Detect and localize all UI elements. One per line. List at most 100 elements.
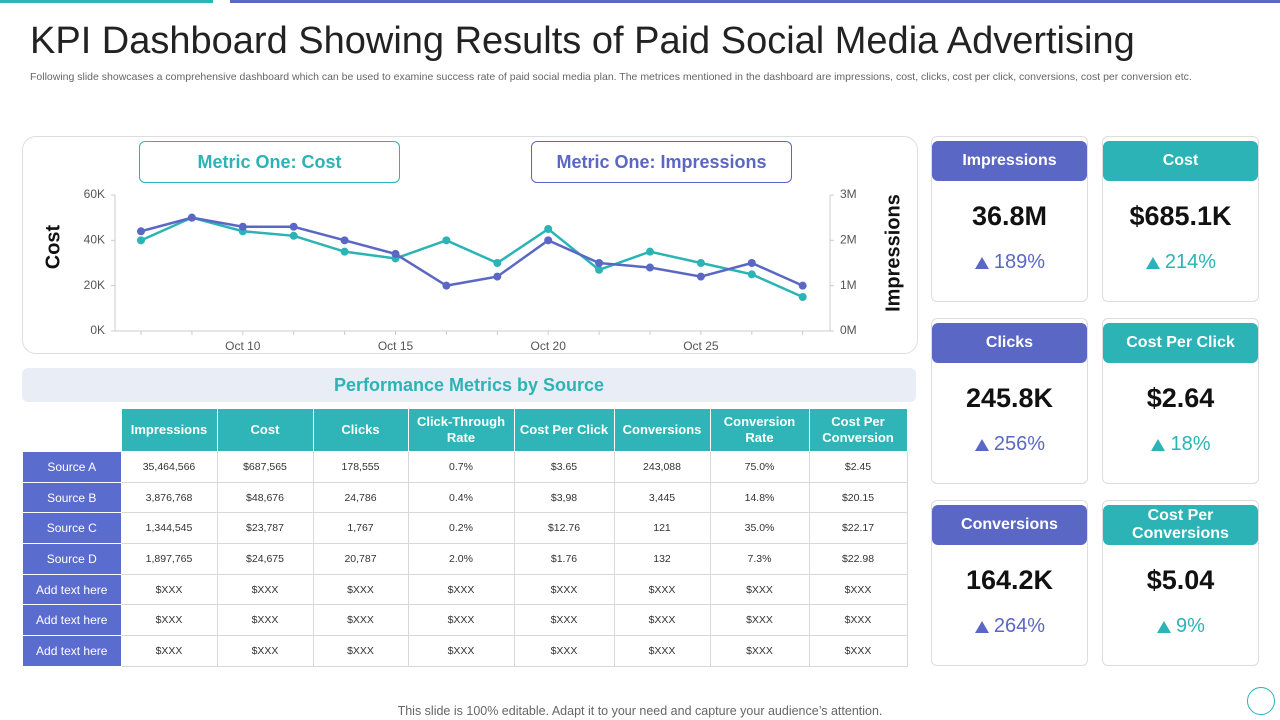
y-tick-label: 20K	[84, 278, 105, 292]
table-cell: $XXX	[709, 604, 810, 637]
table-cell: 2.0%	[407, 543, 515, 575]
y-tick-label: 40K	[84, 233, 105, 247]
table-cell: $XXX	[709, 635, 810, 667]
top-bar	[0, 0, 213, 3]
table-cell: 178,555	[312, 451, 409, 483]
kpi-card: Impressions 36.8M 189%	[931, 136, 1088, 302]
legend-item: Metric One: Impressions	[531, 141, 792, 183]
data-point	[646, 247, 654, 256]
table-cell: $XXX	[407, 604, 515, 637]
table-cell: $XXX	[120, 604, 218, 637]
data-point	[442, 281, 451, 290]
data-point	[493, 259, 502, 267]
kpi-value: 36.8M	[971, 201, 1048, 231]
up-arrow	[1145, 256, 1160, 269]
row-label: Source A	[22, 451, 122, 483]
y2-axis-title: Impressions	[882, 194, 904, 312]
column-header: Conversion Rate	[709, 408, 810, 452]
table-row: Add text here $XXX $XXX $XXX $XXX $XXX $XXX $XX…	[22, 604, 908, 637]
footer: This slide is 100% editable. Adapt it to…	[397, 704, 883, 718]
kpi-value: $2.64	[1146, 383, 1215, 413]
kpi-change: 256%	[993, 433, 1046, 455]
table-cell: 121	[613, 512, 711, 545]
kpi-value: $5.04	[1146, 565, 1215, 595]
table-cell: $1.76	[513, 543, 615, 575]
column-header: Conversions	[613, 408, 711, 452]
line-series	[140, 216, 804, 287]
table-row: Source B 3,876,768 $48,676 24,786 0.4% $3,98 3…	[22, 481, 908, 514]
x-tick-label: Oct 20	[531, 339, 567, 353]
x-tick-label: Oct 25	[683, 339, 719, 353]
kpi-change-row: 256%	[932, 433, 1087, 456]
table-cell: $XXX	[808, 573, 908, 606]
data-point	[696, 272, 705, 281]
data-point	[696, 259, 705, 267]
data-point	[187, 213, 196, 222]
table-cell: $XXX	[613, 604, 711, 637]
column-header: Cost Per Click	[513, 408, 615, 452]
kpi-title: Impressions	[932, 141, 1087, 181]
up-arrow-shape	[974, 620, 989, 633]
table-cell: $XXX	[513, 573, 615, 606]
table-cell: 3,445	[613, 481, 711, 514]
kpi-card: Clicks 245.8K 256%	[931, 318, 1088, 484]
kpi-change: 189%	[993, 251, 1046, 273]
chart-panel	[22, 136, 918, 354]
kpi-card: Cost Per Click $2.64 18%	[1102, 318, 1259, 484]
row-label: Source C	[22, 512, 122, 545]
row-label: Add text here	[22, 635, 122, 667]
kpi-title: Cost Per Conversions	[1103, 505, 1258, 545]
table-row: Add text here $XXX $XXX $XXX $XXX $XXX $XXX $XX…	[22, 635, 908, 667]
table-cell: $XXX	[808, 635, 908, 667]
kpi-card: Conversions 164.2K 264%	[931, 500, 1088, 666]
up-arrow-shape	[1145, 256, 1160, 269]
kpi-change-row: 18%	[1103, 433, 1258, 456]
data-point	[747, 259, 756, 267]
subtitle: Following slide showcases a comprehensiv…	[30, 71, 1192, 83]
kpi-change-row: 264%	[932, 615, 1087, 638]
row-label: Source D	[22, 543, 122, 575]
table-cell: $XXX	[407, 573, 515, 606]
up-arrow-shape	[1157, 620, 1172, 633]
table-cell: 1,344,545	[120, 512, 218, 545]
up-arrow-shape	[1151, 438, 1166, 451]
table-cell: $22.98	[808, 543, 908, 575]
data-point	[340, 247, 349, 256]
up-arrow	[974, 620, 989, 633]
data-point	[493, 272, 502, 281]
line-series	[140, 216, 804, 299]
table-cell: $XXX	[312, 635, 409, 667]
data-point	[544, 225, 553, 233]
table-cell: $XXX	[216, 635, 314, 667]
table-cell: $20.15	[808, 481, 908, 514]
table: Impressions Cost Clicks Click-Through Rate C…	[22, 408, 908, 667]
table-cell: $XXX	[808, 604, 908, 637]
title: KPI Dashboard Showing Results of Paid So…	[30, 20, 1135, 62]
y-axis-title: Cost	[42, 224, 64, 269]
table-row: Source D 1,897,765 $24,675 20,787 2.0% $1.76 1…	[22, 543, 908, 575]
y2-tick-label: 3M	[840, 187, 857, 201]
up-arrow-shape	[974, 438, 989, 451]
kpi-title: Cost	[1103, 141, 1258, 181]
kpi-change: 214%	[1164, 251, 1217, 273]
column-header: Click-Through Rate	[407, 408, 515, 452]
y2-tick-label: 0M	[840, 323, 857, 337]
row-label: Source B	[22, 481, 122, 514]
data-point	[289, 222, 298, 231]
table-cell: $12.76	[513, 512, 615, 545]
up-arrow	[974, 256, 989, 269]
table-cell: $687,565	[216, 451, 314, 483]
table-cell: 7.3%	[709, 543, 810, 575]
kpi-title: Conversions	[932, 505, 1087, 545]
y-tick-label: 60K	[84, 187, 105, 201]
table-cell: $XXX	[120, 573, 218, 606]
table-row: Source A 35,464,566 $687,565 178,555 0.7% $3.…	[22, 451, 908, 483]
kpi-change: 9%	[1176, 615, 1205, 637]
kpi-value: 164.2K	[965, 565, 1054, 595]
row-label: Add text here	[22, 604, 122, 637]
table-cell: 24,786	[312, 481, 409, 514]
table-cell: $XXX	[120, 635, 218, 667]
data-point	[137, 227, 145, 236]
data-point	[289, 231, 298, 240]
